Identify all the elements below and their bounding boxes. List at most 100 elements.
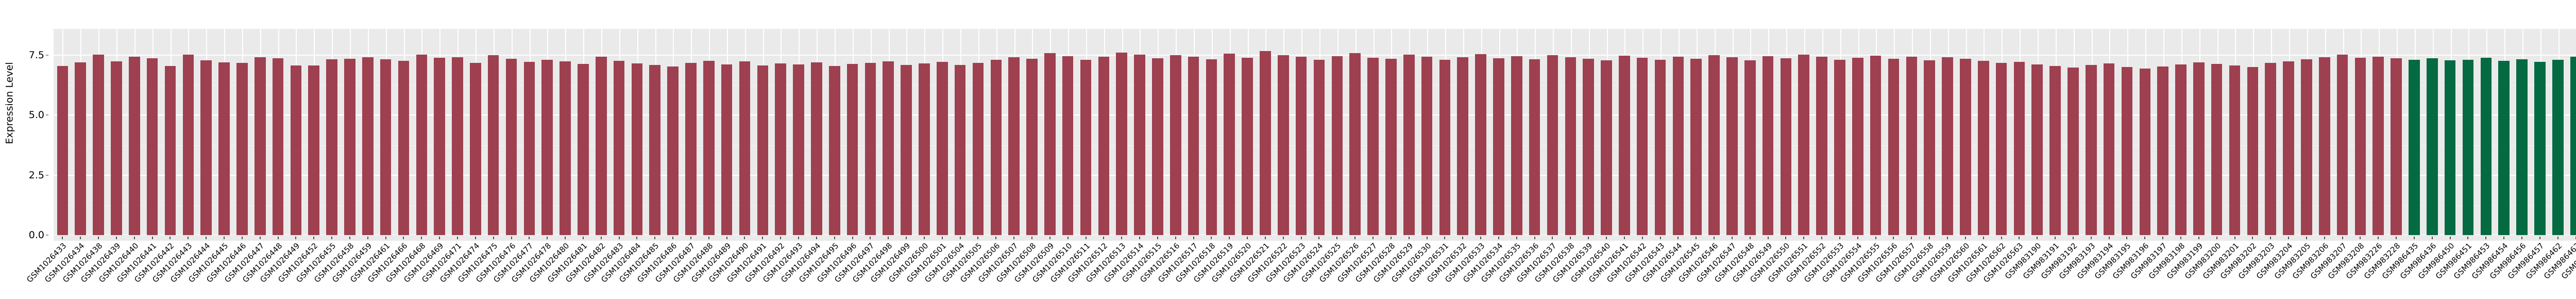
bar[interactable] — [2318, 57, 2330, 235]
bar[interactable] — [703, 61, 715, 235]
bar[interactable] — [2175, 64, 2187, 235]
bar[interactable] — [560, 61, 571, 235]
bar[interactable] — [452, 57, 463, 235]
bar[interactable] — [793, 64, 804, 235]
bar[interactable] — [2085, 65, 2097, 235]
bar[interactable] — [1224, 54, 1235, 235]
bar[interactable] — [2552, 59, 2564, 235]
bar[interactable] — [398, 60, 410, 235]
bar[interactable] — [1439, 60, 1451, 235]
bar[interactable] — [164, 65, 176, 235]
bar[interactable] — [2336, 55, 2348, 235]
bar[interactable] — [2498, 61, 2510, 235]
bar[interactable] — [1026, 58, 1038, 235]
bar[interactable] — [613, 60, 625, 235]
bar[interactable] — [2283, 61, 2294, 235]
bar[interactable] — [2211, 63, 2223, 235]
bar[interactable] — [344, 59, 355, 235]
bar[interactable] — [1008, 57, 1020, 235]
bar[interactable] — [1924, 60, 1935, 235]
bar[interactable] — [57, 65, 69, 235]
bar[interactable] — [1080, 60, 1092, 235]
bar[interactable] — [828, 66, 840, 235]
bar[interactable] — [434, 57, 445, 235]
bar[interactable] — [1565, 57, 1577, 235]
bar[interactable] — [1313, 60, 1325, 235]
bar[interactable] — [416, 55, 428, 235]
bar[interactable] — [2516, 59, 2528, 235]
bar[interactable] — [883, 61, 894, 235]
bar[interactable] — [2229, 65, 2241, 235]
bar[interactable] — [846, 64, 858, 235]
bar[interactable] — [2121, 67, 2133, 235]
bar[interactable] — [1619, 56, 1630, 235]
bar[interactable] — [1475, 54, 1486, 235]
bar[interactable] — [487, 55, 499, 235]
bar[interactable] — [218, 62, 230, 235]
bar[interactable] — [919, 63, 930, 235]
bar[interactable] — [1852, 57, 1863, 235]
bar[interactable] — [2139, 68, 2151, 235]
bar[interactable] — [1206, 59, 1217, 235]
bar[interactable] — [1870, 55, 1882, 235]
bar[interactable] — [1457, 57, 1469, 235]
bar[interactable] — [1098, 56, 1110, 235]
bar[interactable] — [2462, 60, 2474, 235]
bar[interactable] — [93, 55, 104, 235]
bar[interactable] — [1906, 56, 1918, 235]
bar[interactable] — [1295, 57, 1307, 235]
bar[interactable] — [523, 62, 535, 235]
bar[interactable] — [1583, 59, 1594, 235]
bar[interactable] — [739, 61, 751, 235]
bar[interactable] — [1744, 60, 1756, 235]
bar[interactable] — [1403, 55, 1415, 235]
bar[interactable] — [721, 64, 733, 235]
bar[interactable] — [2354, 57, 2366, 235]
bar[interactable] — [1977, 61, 1989, 235]
bar[interactable] — [631, 63, 643, 235]
bar[interactable] — [1995, 63, 2007, 235]
bar[interactable] — [1654, 59, 1666, 235]
bar[interactable] — [1601, 60, 1612, 235]
bar[interactable] — [1798, 55, 1810, 235]
bar[interactable] — [1547, 55, 1558, 235]
bar[interactable] — [1367, 57, 1379, 235]
bar[interactable] — [2570, 56, 2576, 235]
bar[interactable] — [505, 59, 517, 235]
bar[interactable] — [182, 55, 194, 235]
bar[interactable] — [2265, 63, 2276, 235]
bar[interactable] — [75, 62, 87, 235]
bar[interactable] — [2103, 63, 2115, 235]
bar[interactable] — [1942, 57, 1953, 235]
bar[interactable] — [254, 57, 266, 235]
bar[interactable] — [990, 60, 1002, 235]
bar[interactable] — [111, 61, 122, 235]
bar[interactable] — [2372, 56, 2384, 235]
bar[interactable] — [1385, 58, 1397, 235]
bar[interactable] — [1690, 58, 1702, 235]
bar[interactable] — [1260, 51, 1271, 235]
bar[interactable] — [1511, 56, 1522, 235]
bar[interactable] — [1780, 58, 1792, 235]
bar[interactable] — [2427, 58, 2438, 235]
bar[interactable] — [1636, 57, 1648, 235]
bar[interactable] — [2444, 60, 2456, 235]
bar[interactable] — [2534, 62, 2546, 235]
bar[interactable] — [2031, 64, 2043, 235]
bar[interactable] — [2157, 66, 2168, 235]
bar[interactable] — [1152, 58, 1163, 235]
bar[interactable] — [1672, 56, 1684, 235]
bar[interactable] — [757, 65, 769, 235]
bar[interactable] — [578, 64, 589, 235]
bar[interactable] — [2049, 66, 2061, 235]
bar[interactable] — [1960, 59, 1971, 235]
bar[interactable] — [1062, 56, 1074, 235]
bar[interactable] — [541, 60, 553, 235]
bar[interactable] — [2013, 62, 2025, 235]
bar[interactable] — [326, 59, 337, 235]
bar[interactable] — [1888, 58, 1900, 235]
bar[interactable] — [2301, 59, 2312, 235]
bar[interactable] — [865, 62, 876, 235]
bar[interactable] — [272, 58, 284, 235]
bar[interactable] — [936, 62, 948, 235]
